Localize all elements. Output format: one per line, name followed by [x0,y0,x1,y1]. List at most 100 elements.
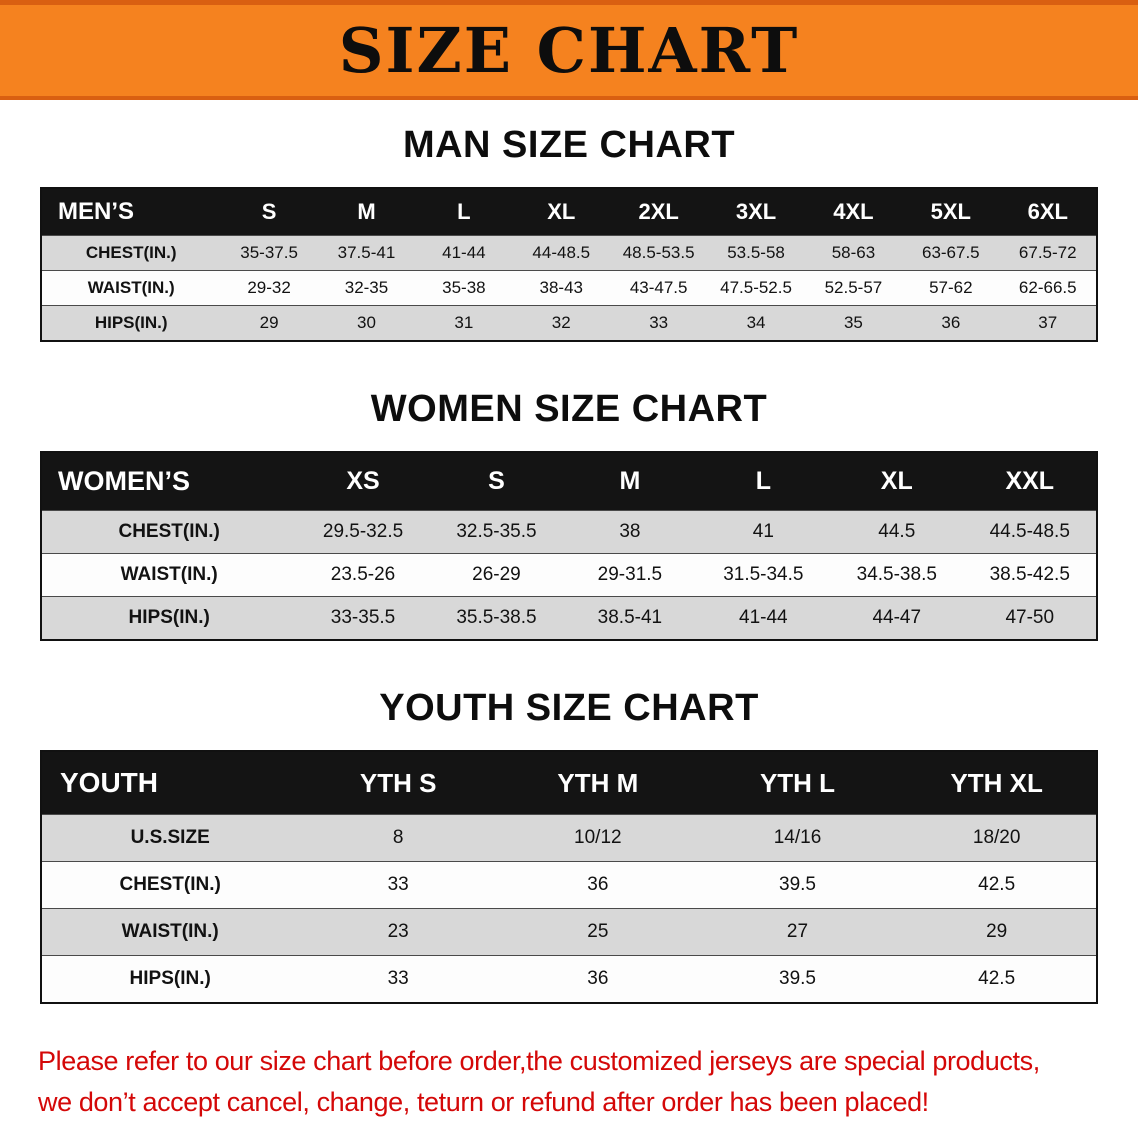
value-cell: 41-44 [739,607,788,628]
size-header-cell: YTH S [298,751,498,815]
value-cell: 36 [941,313,961,332]
size-header-cell: 5XL [902,188,1000,236]
value-cell: 35 [843,313,863,332]
header-row: MEN’S S M L XL 2XL 3XL 4XL 5XL 6XL [41,188,1097,236]
value-cell: 57-62 [929,278,973,297]
row-label-cell: U.S.SIZE [130,827,210,848]
youth-size-table: YOUTH YTH S YTH M YTH L YTH XL U.S.SIZE 8 10/12… [40,750,1098,1004]
women-size-table: WOMEN’S XS S M L XL XXL CHEST(IN.) 29.5-32.5 32.5… [40,451,1098,641]
value-cell: 35.5-38.5 [456,607,537,628]
value-cell: 44.5 [878,521,916,542]
value-cell: 23.5-26 [330,564,396,585]
value-cell: 31 [454,313,474,332]
women-size-chart-heading: WOMEN SIZE CHART [370,388,768,430]
size-header-cell: XXL [963,452,1097,511]
size-header-cell: M [317,188,416,236]
value-cell: 33 [649,313,669,332]
value-cell: 33 [387,874,409,895]
size-header-cell: YTH M [497,751,698,815]
value-cell: 18/20 [972,827,1021,848]
table-row: CHEST(IN.) 33 36 39.5 42.5 [41,861,1097,909]
value-cell: 30 [357,313,376,332]
size-header-cell: XL [830,452,964,511]
table-row: HIPS(IN.) 33 36 39.5 42.5 [41,955,1097,1003]
women-size-chart-section: WOMEN SIZE CHART WOMEN’S XS S M L XL XXL CHEST(… [0,388,1138,641]
table-row: U.S.SIZE 8 10/12 14/16 18/20 [41,814,1097,862]
value-cell: 25 [587,921,609,942]
value-cell: 36 [587,968,609,989]
value-cell: 44-48.5 [532,243,591,262]
value-cell: 35-37.5 [240,243,298,262]
value-cell: 38-43 [539,278,583,297]
value-cell: 38.5-42.5 [989,564,1070,585]
disclaimer-line-1: Please refer to our size chart before or… [38,1046,1040,1076]
value-cell: 36 [587,874,609,895]
value-cell: 47.5-52.5 [720,278,792,297]
row-label-cell: HIPS(IN.) [128,607,210,628]
value-cell: 29-31.5 [597,564,663,585]
table-row: WAIST(IN.) 29-32 32-35 35-38 38-43 43-47.5 47.… [41,270,1097,306]
table-title-cell: MEN’S [41,188,221,236]
table-title-cell: WOMEN’S [41,452,297,511]
value-cell: 35-38 [442,278,486,297]
row-label-cell: CHEST(IN.) [118,521,220,542]
row-label-cell: HIPS(IN.) [129,968,211,989]
value-cell: 43-47.5 [629,278,688,297]
value-cell: 34 [746,313,766,332]
disclaimer-line-2: we don’t accept cancel, change, teturn o… [38,1087,929,1117]
size-header-cell: 3XL [707,188,805,236]
value-cell: 42.5 [978,874,1016,895]
row-label-cell: WAIST(IN.) [120,564,218,585]
size-header-cell: S [220,188,318,236]
size-header-cell: YTH XL [897,751,1097,815]
value-cell: 47-50 [1005,607,1055,628]
value-cell: 37 [1038,313,1058,332]
value-cell: 32 [551,313,571,332]
row-label-cell: CHEST(IN.) [119,874,221,895]
man-size-table: MEN’S S M L XL 2XL 3XL 4XL 5XL 6XL CHEST(IN.) 35-37… [40,187,1098,342]
row-label-cell: WAIST(IN.) [87,278,175,297]
value-cell: 34.5-38.5 [856,564,937,585]
size-header-cell: M [563,452,697,511]
value-cell: 41-44 [442,243,486,262]
value-cell: 29 [259,313,279,332]
value-cell: 23 [387,921,409,942]
table-title-cell: YOUTH [41,751,299,815]
size-header-cell: L [415,188,513,236]
value-cell: 26-29 [472,564,521,585]
value-cell: 14/16 [773,827,822,848]
table-row: CHEST(IN.) 29.5-32.5 32.5-35.5 38 41 44.5 44.5… [41,510,1097,554]
header-row: WOMEN’S XS S M L XL XXL [41,452,1097,511]
table-row: WAIST(IN.) 23.5-26 26-29 29-31.5 31.5-34.5 34… [41,553,1097,597]
man-size-chart-section: MAN SIZE CHART MEN’S S M L XL 2XL 3XL 4XL 5XL 6XL… [0,124,1138,342]
value-cell: 32-35 [344,278,389,297]
size-header-cell: L [696,452,831,511]
value-cell: 38 [619,521,641,542]
disclaimer-note: Please refer to our size chart before or… [38,1046,1100,1118]
value-cell: 37.5-41 [337,243,396,262]
value-cell: 29 [986,921,1008,942]
value-cell: 10/12 [574,827,622,848]
value-cell: 32.5-35.5 [456,521,537,542]
value-cell: 27 [786,921,809,942]
value-cell: 29-32 [247,278,291,297]
banner: SIZE CHART [0,0,1138,100]
value-cell: 44-47 [872,607,922,628]
value-cell: 42.5 [978,968,1016,989]
value-cell: 41 [752,521,774,542]
value-cell: 33-35.5 [330,607,396,628]
youth-size-chart-section: YOUTH SIZE CHART YOUTH YTH S YTH M YTH L YTH… [0,687,1138,1004]
value-cell: 62-66.5 [1018,278,1077,297]
size-header-cell: YTH L [697,751,898,815]
value-cell: 63-67.5 [921,243,980,262]
value-cell: 48.5-53.5 [622,243,695,262]
value-cell: 8 [392,827,404,848]
value-cell: 53.5-58 [727,243,785,262]
table-row: WAIST(IN.) 23 25 27 29 [41,908,1097,956]
table-row: HIPS(IN.) 33-35.5 35.5-38.5 38.5-41 41-44 44-… [41,596,1097,640]
value-cell: 67.5-72 [1018,243,1077,262]
value-cell: 38.5-41 [597,607,663,628]
size-header-cell: 4XL [804,188,903,236]
value-cell: 39.5 [779,968,816,989]
